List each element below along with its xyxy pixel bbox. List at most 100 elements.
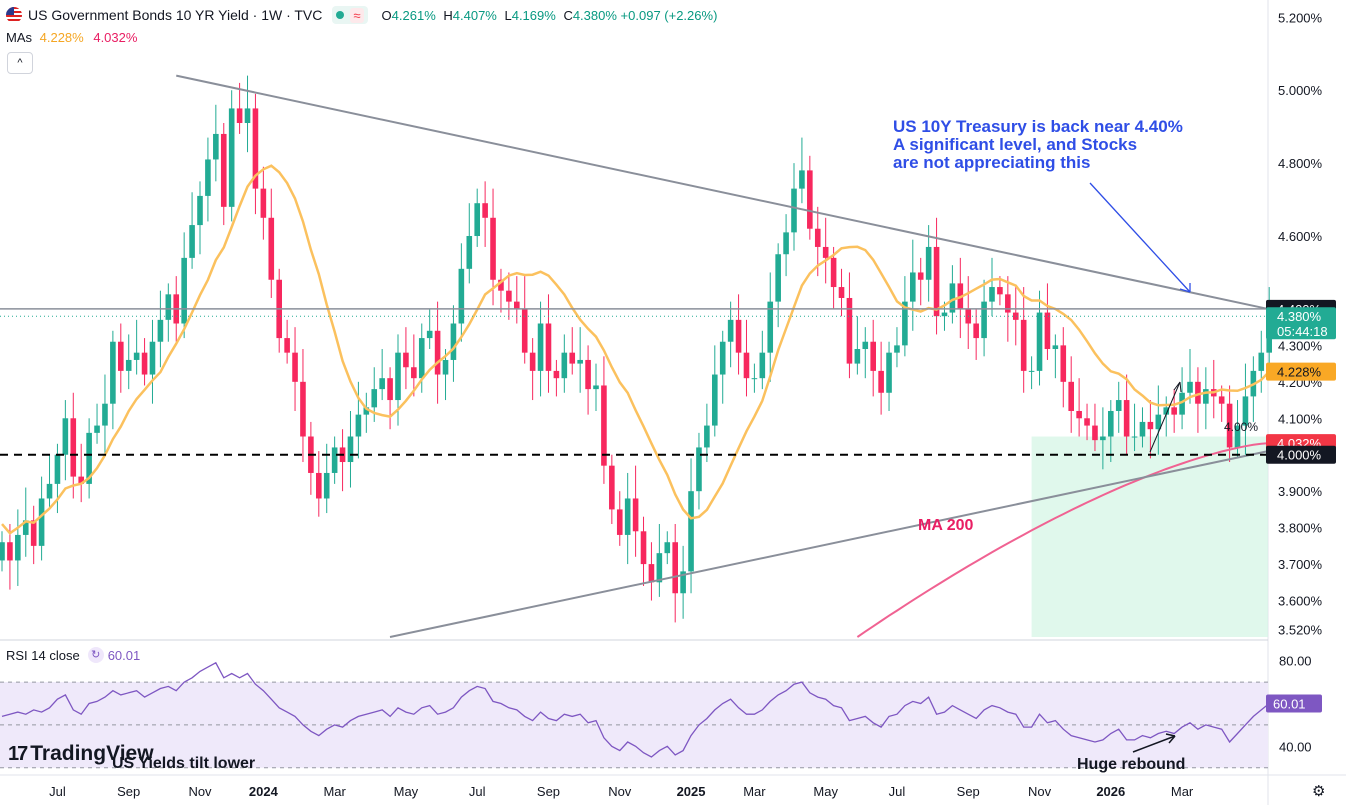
- candle-body: [862, 341, 869, 350]
- candle-body: [1226, 403, 1233, 448]
- ma50-price-tag: 4.228%: [1277, 365, 1322, 380]
- candle-body: [1052, 345, 1059, 350]
- time-axis-tick: Nov: [188, 784, 212, 799]
- rsi-refresh-icon[interactable]: ↻: [87, 647, 104, 663]
- low-label: L: [504, 7, 512, 23]
- candle-body: [814, 228, 821, 247]
- candle-body: [387, 378, 393, 401]
- ma-legend[interactable]: MAs 4.228% 4.032%: [6, 30, 137, 45]
- candle-body: [640, 531, 647, 565]
- candle-body: [331, 447, 338, 473]
- price-axis-tick: 3.900%: [1278, 484, 1323, 499]
- candle-body: [482, 203, 488, 218]
- candle-body: [902, 301, 908, 346]
- time-axis-tick: Jul: [889, 784, 906, 799]
- candle-body: [157, 319, 164, 342]
- candle-body: [78, 476, 84, 484]
- time-axis-tick: Jul: [49, 784, 66, 799]
- candle-body: [466, 236, 473, 269]
- candle-body: [1060, 345, 1067, 382]
- support-price-tag-bg: [1266, 445, 1336, 464]
- candle-body: [54, 454, 61, 484]
- accumulation-zone: [1031, 436, 1268, 637]
- candle-body: [1012, 312, 1019, 320]
- candle-body: [933, 246, 940, 317]
- candle-body: [609, 465, 615, 510]
- rebound-pointer-arrowhead: [1173, 381, 1182, 393]
- candle-body: [1187, 381, 1193, 393]
- rsi-tilt-annotation: US Yields tilt lower: [112, 755, 255, 772]
- candle-body: [577, 359, 583, 364]
- ma200-annotation: MA 200: [918, 517, 974, 534]
- tradingview-mark-icon: 17: [8, 742, 28, 765]
- candle-body: [22, 520, 29, 535]
- candle-body: [949, 283, 956, 313]
- time-axis-tick: Mar: [323, 784, 346, 799]
- treasury-note-arrow: [1089, 182, 1191, 293]
- close-label: C: [563, 7, 573, 23]
- candle-body: [316, 472, 322, 499]
- candle-body: [1076, 410, 1082, 419]
- rsi-legend[interactable]: RSI 14 close ↻ 60.01: [6, 647, 140, 663]
- collapse-legend-button[interactable]: ^: [7, 52, 33, 74]
- candle-body: [624, 498, 631, 535]
- market-open-dot-icon: [336, 11, 345, 19]
- rebound-pointer-arrow: [1149, 381, 1181, 453]
- ma50-line: [1, 164, 1271, 535]
- rsi-axis-tick: 80.00: [1279, 654, 1312, 669]
- candle-body: [133, 352, 140, 360]
- candle-body: [569, 352, 576, 364]
- rsi-last-tag: 60.01: [1273, 696, 1306, 711]
- candle-body: [110, 341, 116, 404]
- candle-body: [418, 338, 425, 379]
- candle-body: [632, 498, 639, 532]
- candle-body: [672, 542, 678, 594]
- candle-body: [886, 352, 892, 393]
- candle-body: [1115, 400, 1122, 411]
- candle-body: [743, 352, 750, 379]
- candle-body: [878, 370, 884, 393]
- candle-body: [403, 352, 409, 368]
- candle-body: [62, 418, 69, 455]
- tradingview-logo[interactable]: 17 TradingView: [8, 742, 154, 766]
- ma-legend-label: MAs: [6, 30, 32, 45]
- candle-body: [149, 341, 156, 375]
- candle-body: [7, 542, 13, 561]
- candle-body: [355, 414, 362, 437]
- market-status-pill[interactable]: ≈: [332, 6, 368, 24]
- candle-body: [648, 564, 655, 583]
- candle-body: [205, 159, 211, 196]
- candle-body: [1044, 312, 1051, 350]
- candle-body: [38, 498, 45, 546]
- price-axis-tick: 4.600%: [1278, 229, 1323, 244]
- candle-body: [545, 323, 552, 371]
- treasury-note-line: US 10Y Treasury is back near 4.40%: [893, 117, 1183, 136]
- candle-body: [910, 272, 916, 302]
- symbol-title[interactable]: US Government Bonds 10 YR Yield · 1W · T…: [28, 7, 323, 23]
- candle-body: [228, 108, 235, 207]
- candle-body: [379, 378, 385, 390]
- candle-body: [1218, 396, 1225, 404]
- change-value: +0.097 (+2.26%): [620, 7, 718, 23]
- candle-body: [537, 323, 544, 371]
- candle-body: [347, 436, 354, 463]
- candle-body: [426, 330, 433, 339]
- descending-trendline: [176, 74, 1269, 310]
- settings-gear-icon[interactable]: ⚙: [1312, 783, 1326, 800]
- candle-body: [30, 520, 37, 546]
- candle-body: [1131, 436, 1138, 438]
- candle-body: [688, 491, 694, 572]
- candle-body: [601, 385, 607, 466]
- candle-body: [561, 352, 568, 379]
- candle-body: [616, 509, 623, 535]
- candle-body: [997, 287, 1003, 295]
- candle-body: [846, 297, 853, 364]
- candle-body: [141, 352, 148, 375]
- time-axis-tick: Nov: [1028, 784, 1052, 799]
- candle-body: [783, 232, 789, 255]
- candle-body: [70, 418, 77, 477]
- candle-body: [450, 323, 457, 360]
- candle-body: [981, 301, 987, 339]
